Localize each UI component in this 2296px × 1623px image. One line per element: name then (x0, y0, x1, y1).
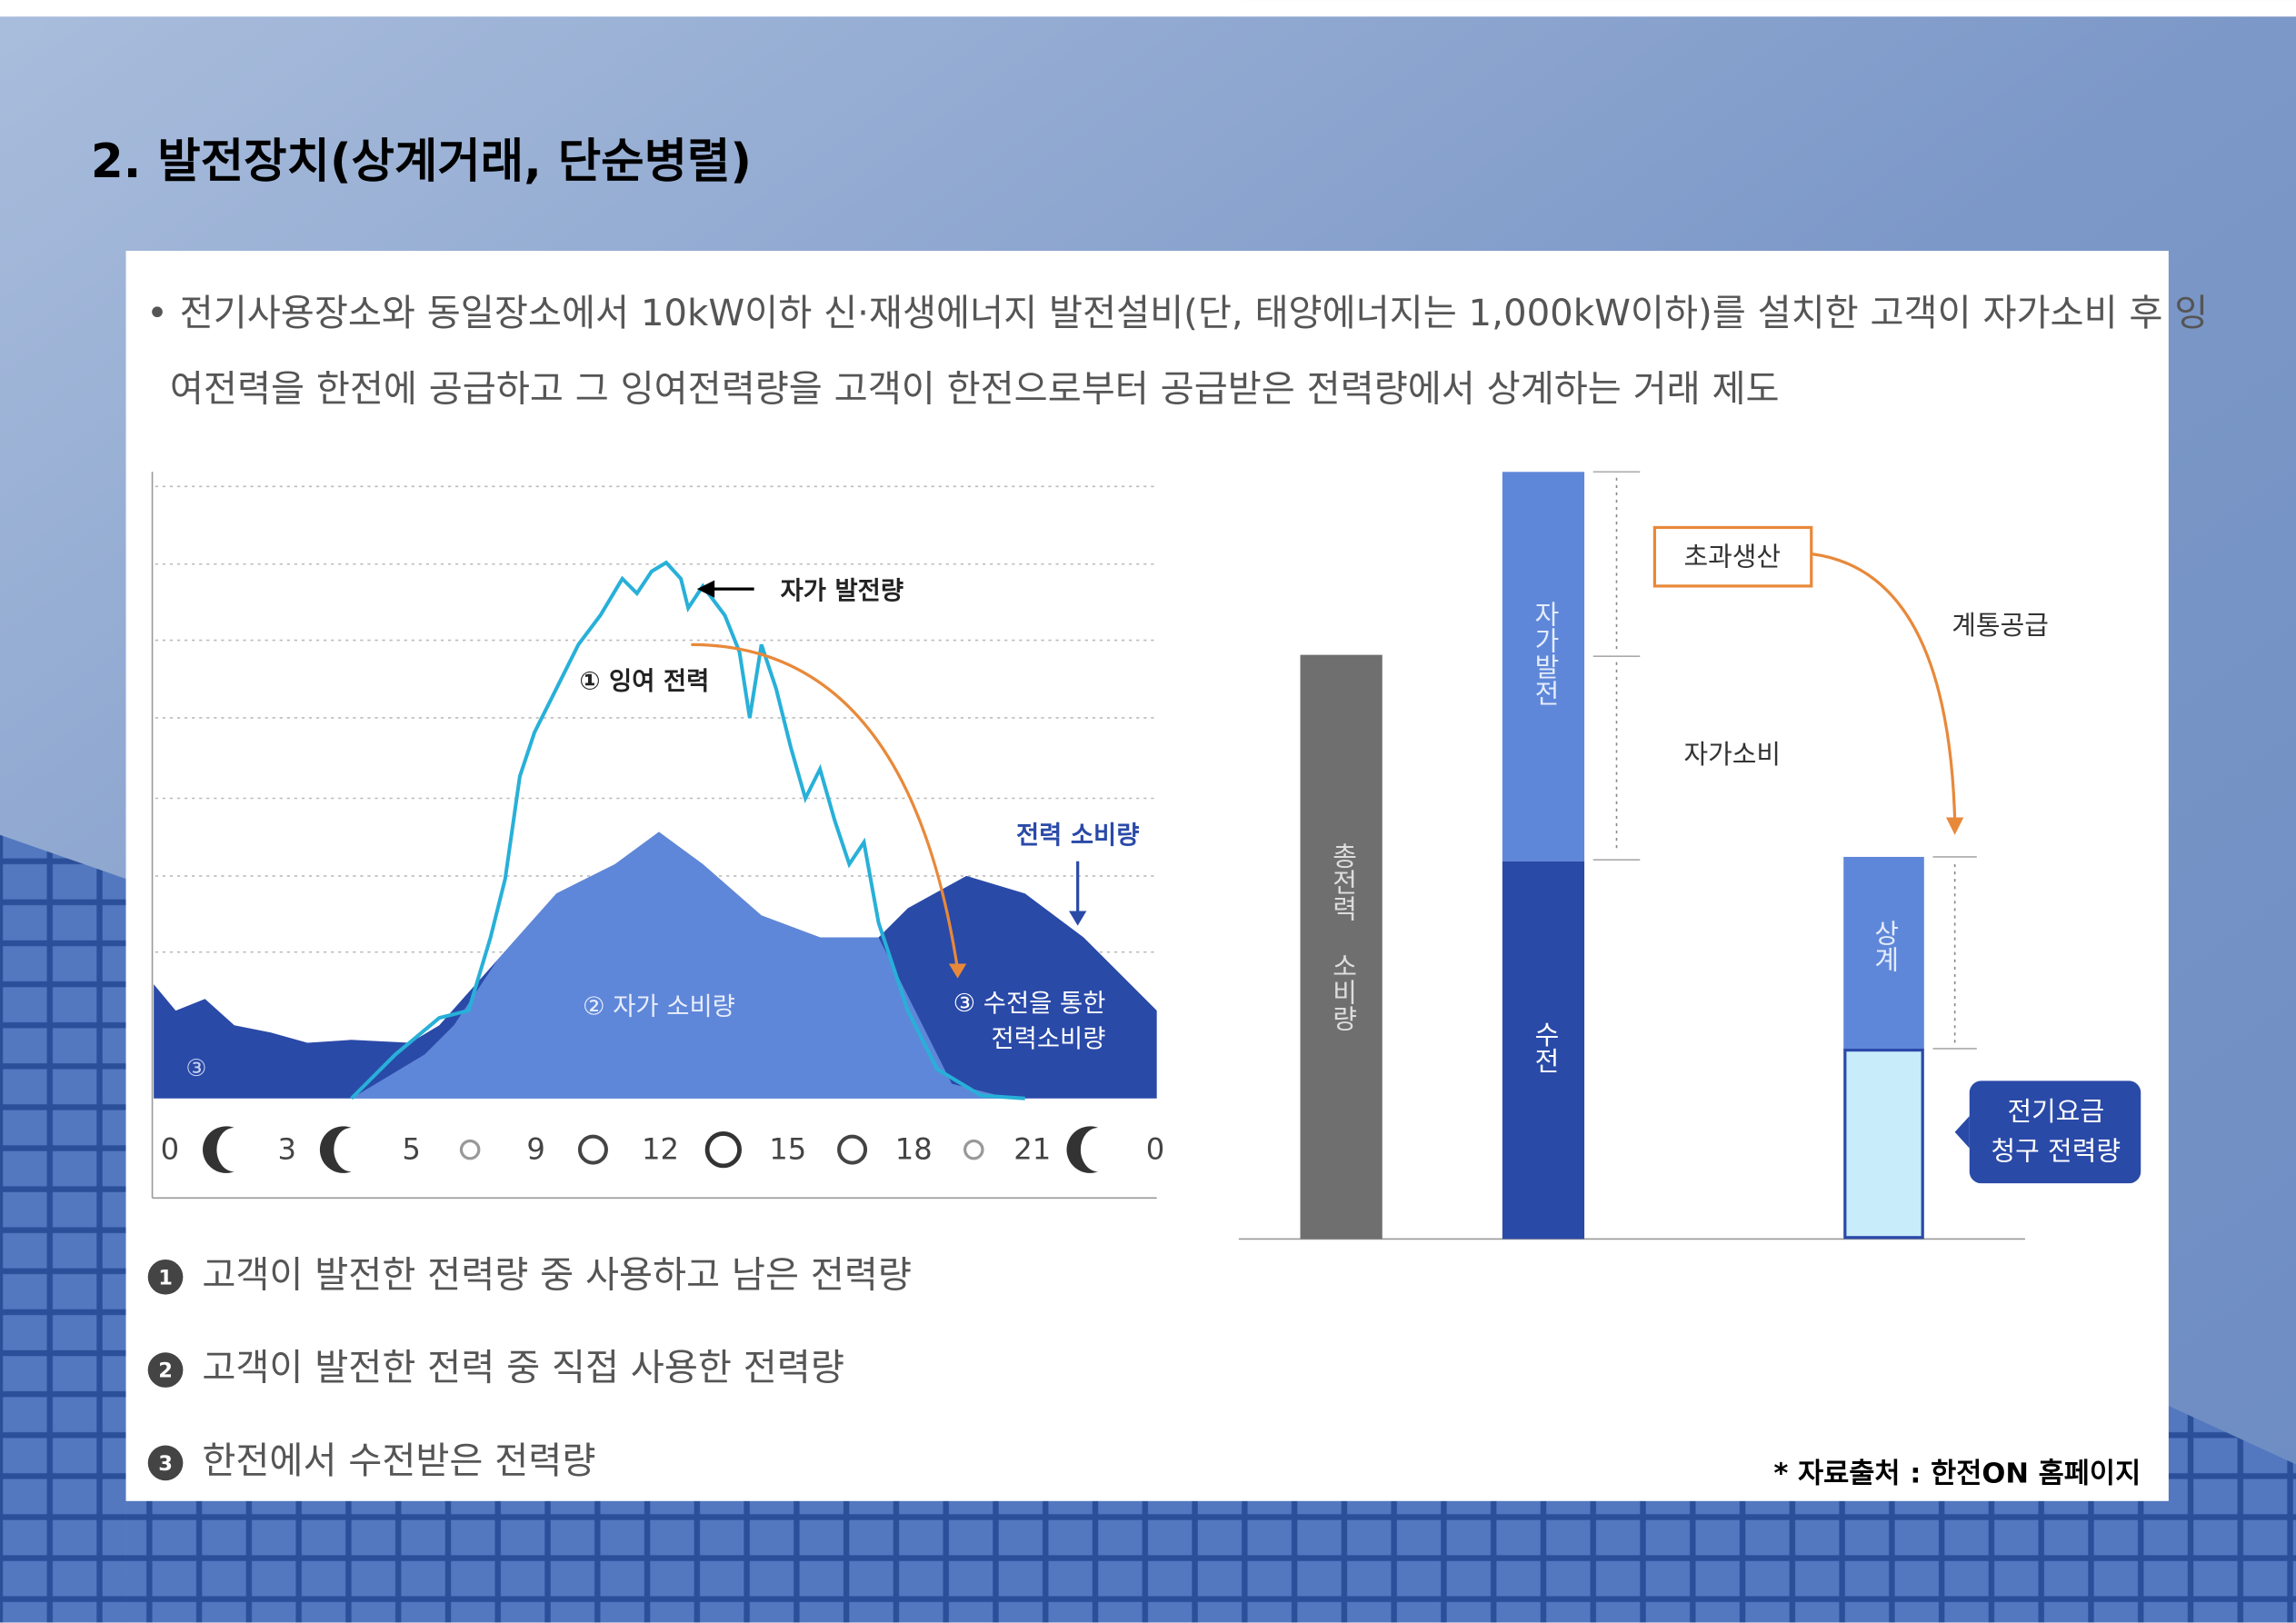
time-label: 0 (161, 1132, 180, 1167)
time-label: 9 (526, 1132, 544, 1167)
time-label: 18 (895, 1132, 933, 1167)
dimension-ticks (1592, 471, 1977, 1050)
label: 전력 소비량 (1016, 821, 1139, 850)
slide-title: 2. 발전장치(상계거래, 단순병렬) (91, 134, 752, 189)
sun-icon (459, 1139, 481, 1160)
sun-icon (963, 1139, 984, 1160)
label: 전기요금 (2007, 1096, 2104, 1127)
left-diagram: 자가 발전량 ① 잉여 전력 전력 소비량 ② 자가 소비량 ③ 수전을 통한 … (151, 472, 1165, 1200)
time-label: 0 (1146, 1132, 1165, 1167)
label: 계통공급 (1952, 610, 2049, 641)
moon-icon (1066, 1126, 1099, 1173)
sun-icon (704, 1130, 742, 1169)
arrow-head (1945, 817, 1964, 835)
time-label: 21 (1013, 1132, 1051, 1167)
description-line: • 전기사용장소와 동일장소에서 10kW이하 신·재생에너지 발전설비(단, … (146, 293, 2208, 334)
received-bar (1502, 861, 1585, 1240)
excess-box (1652, 525, 1813, 588)
source-note: * 자료출처 : 한전ON 홈페이지 (1773, 1458, 2141, 1489)
legend-marker (147, 1259, 184, 1295)
label: ③ 수전을 통한 (953, 990, 1106, 1018)
time-label: 12 (642, 1132, 679, 1167)
legend-text: 한전에서 수전받은 전력량 (202, 1440, 595, 1482)
icons (203, 1126, 1099, 1173)
label: 수전 (1530, 1021, 1561, 1073)
label: 초과생산 (1683, 541, 1781, 572)
total-bar (1300, 654, 1383, 1240)
legend-marker-label: 2 (158, 1359, 173, 1383)
label: 자가소비 (1683, 739, 1781, 770)
dimension-lines (1615, 477, 1956, 1043)
legend-text: 고객이 발전한 전력량 중 사용하고 남은 전력량 (202, 1254, 912, 1296)
offset-bar (1843, 856, 1924, 1050)
content-card (125, 250, 2169, 1501)
label: ③ (185, 1055, 206, 1082)
solar-panel (125, 1500, 2296, 1623)
self-generation-bar (1502, 472, 1585, 861)
arrow-head (696, 580, 715, 598)
right-diagram: 총전력 소비량 자가발전 수전 상계 초과생산 계통공급 자가소비 전기요금 청… (1238, 471, 2141, 1240)
top-band (0, 0, 2296, 17)
supply-arrow (1811, 552, 1957, 821)
bill-bar (1843, 1048, 1924, 1240)
legend-text: 고객이 발전한 전력 중 직접 사용한 전력량 (202, 1348, 844, 1389)
arrow-head (1069, 911, 1087, 926)
time-label: 5 (402, 1132, 421, 1167)
label: 자가 발전량 (781, 577, 903, 605)
legend: 1 고객이 발전한 전력량 중 사용하고 남은 전력량 2 고객이 발전한 전력 중 … (147, 1254, 912, 1482)
self-consumption-area (351, 831, 1011, 1099)
description-line: 여전력을 한전에 공급하고 그 잉여전력량을 고객이 한전으로부터 공급받은 전… (170, 369, 1780, 411)
legend-marker (147, 1352, 184, 1388)
label: ② 자가 소비량 (583, 992, 735, 1021)
callout-pointer (1954, 1116, 1970, 1149)
legend-marker-label: 3 (158, 1452, 173, 1476)
label: 청구 전력량 (1992, 1135, 2121, 1166)
bill-callout (1969, 1080, 2141, 1184)
arrow-head (948, 963, 967, 979)
label: 전력소비량 (991, 1025, 1105, 1053)
label: ① 잉여 전력 (579, 668, 709, 696)
moon-icon (319, 1126, 352, 1173)
moon-icon (203, 1126, 235, 1173)
surplus-arrow (691, 642, 960, 971)
label: 자가발전 (1530, 601, 1561, 706)
legend-marker-label: 1 (158, 1266, 173, 1289)
sun-icon (577, 1134, 608, 1165)
label: 총전력 소비량 (1328, 842, 1359, 1031)
label: 상계 (1870, 920, 1901, 972)
sun-icon (837, 1134, 868, 1165)
generation-line (350, 560, 1025, 1100)
solar-panel (2168, 1406, 2296, 1623)
legend-marker (147, 1445, 184, 1481)
solar-panel (0, 834, 126, 1623)
time-label: 3 (277, 1132, 296, 1167)
time-label: 15 (769, 1132, 806, 1167)
